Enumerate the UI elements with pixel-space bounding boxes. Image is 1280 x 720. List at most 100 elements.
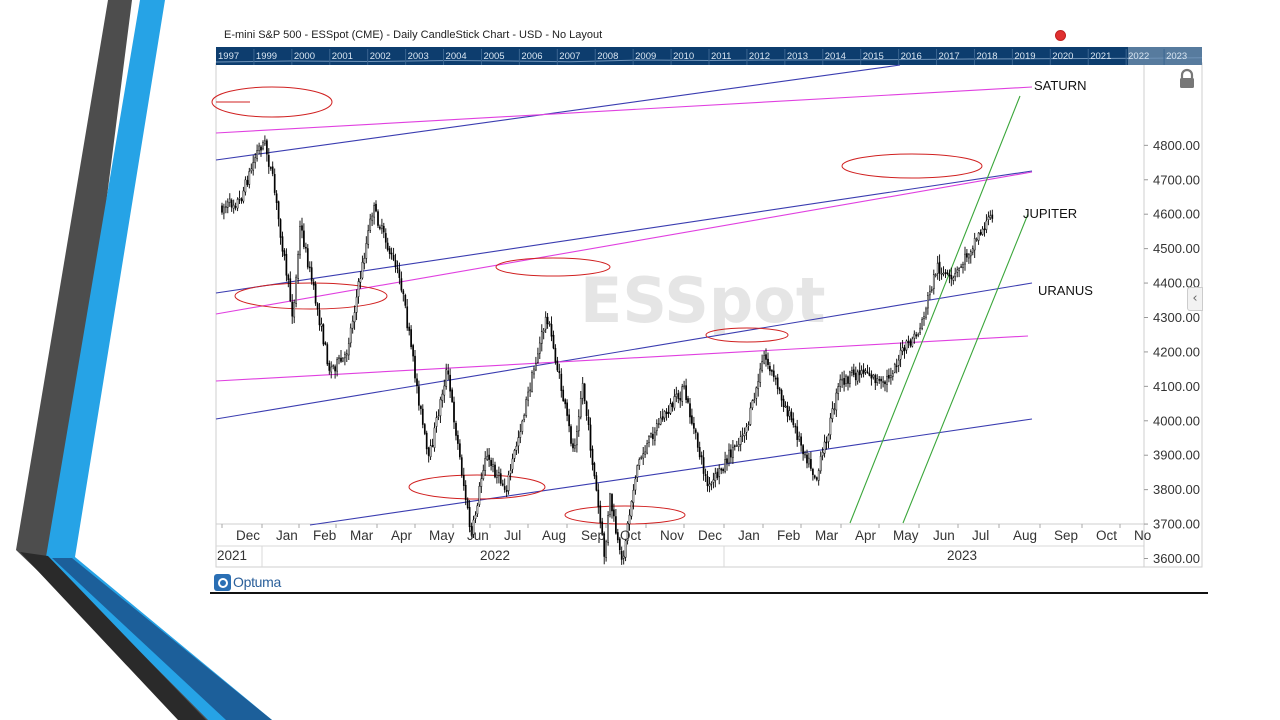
candle-body — [687, 398, 689, 403]
overview-year-label: 2004 — [446, 51, 467, 62]
candle-body — [507, 474, 510, 491]
candle-body — [942, 272, 945, 275]
candle-body — [277, 201, 280, 220]
candle-body — [636, 465, 639, 478]
candle-body — [470, 526, 473, 536]
highlight-ellipse — [211, 86, 333, 118]
candle-body — [228, 198, 231, 203]
candle-body — [747, 424, 750, 427]
candle-body — [556, 360, 559, 371]
candle-body — [971, 248, 974, 253]
overview-year-label: 1999 — [256, 51, 277, 62]
candle-body — [983, 228, 986, 231]
candle-body — [652, 433, 654, 440]
candle-body — [453, 401, 455, 423]
candle-body — [940, 273, 943, 275]
chevron-left-icon[interactable]: ‹ — [1187, 287, 1203, 311]
candle-body — [445, 369, 448, 387]
candle-body — [260, 146, 262, 151]
x-month-label: Jul — [504, 528, 521, 543]
candle-body — [907, 341, 910, 343]
candle-body — [856, 371, 859, 382]
candle-body — [540, 331, 543, 344]
candle-body — [324, 342, 327, 345]
candle-body — [693, 423, 695, 429]
candle-body — [361, 261, 364, 279]
candle-body — [728, 449, 730, 463]
candle-body — [447, 370, 450, 375]
candle-body — [821, 452, 824, 456]
candle-body — [839, 379, 842, 387]
candle-body — [790, 411, 793, 421]
candle-body — [739, 436, 742, 445]
annotations: SATURN JUPITER URANUS — [1023, 78, 1093, 298]
trendline — [849, 95, 1021, 524]
candle-body — [804, 453, 806, 456]
candle-body — [225, 206, 227, 208]
candle-body — [798, 435, 801, 440]
candle-body — [418, 386, 420, 406]
candle-body — [328, 362, 331, 371]
record-dot-icon[interactable] — [1055, 30, 1066, 41]
y-tick-label: 4800.00 — [1153, 138, 1200, 153]
candle-body — [476, 505, 479, 515]
candle-body — [899, 349, 902, 360]
x-month-label: Nov — [660, 528, 684, 543]
candle-body — [455, 422, 457, 436]
candle-body — [459, 443, 461, 458]
candle-body — [576, 431, 578, 446]
candle-body — [595, 475, 598, 491]
candle-body — [882, 381, 884, 383]
overview-year-label: 2018 — [976, 51, 997, 62]
candle-body — [677, 393, 680, 399]
trendline — [902, 213, 1029, 524]
candle-body — [665, 411, 668, 414]
candle-body — [794, 425, 797, 428]
candle-body — [299, 226, 301, 256]
candle-body — [843, 378, 845, 385]
candle-body — [810, 459, 812, 469]
candle-body — [825, 441, 828, 444]
overview-window[interactable] — [1128, 47, 1202, 65]
highlight-ellipse — [564, 505, 686, 525]
highlight-ellipse — [408, 474, 546, 500]
candle-body — [367, 230, 370, 245]
overview-year-label: 2021 — [1090, 51, 1111, 62]
candle-body — [429, 445, 432, 458]
candle-body — [435, 417, 438, 427]
y-tick-label: 4400.00 — [1153, 276, 1200, 291]
candle-body — [700, 455, 703, 458]
candle-body — [344, 353, 346, 359]
candle-body — [948, 273, 951, 277]
candle-body — [780, 390, 783, 401]
candle-body — [400, 278, 403, 291]
candle-body — [301, 225, 303, 231]
candle-body — [827, 434, 830, 442]
lock-icon[interactable] — [1176, 68, 1198, 90]
overview-year-label: 2017 — [939, 51, 960, 62]
candle-body — [616, 532, 619, 541]
overview-year-label: 2022 — [1128, 51, 1149, 62]
candle-body — [320, 323, 323, 327]
trendline — [215, 64, 901, 161]
candle-body — [316, 303, 319, 310]
candle-body — [973, 238, 976, 251]
candle-body — [462, 475, 465, 486]
candle-body — [581, 383, 584, 399]
chart-frame: E-mini S&P 500 - ESSpot (CME) - Daily Ca… — [210, 25, 1208, 595]
candle-body — [334, 366, 336, 372]
candle-body — [371, 215, 373, 221]
candle-body — [363, 258, 366, 264]
candle-body — [960, 266, 962, 268]
candle-body — [353, 312, 356, 323]
candle-body — [269, 167, 272, 169]
candle-body — [919, 327, 921, 334]
candle-body — [554, 347, 557, 363]
candle-body — [330, 366, 333, 373]
candle-body — [570, 426, 572, 444]
candle-body — [306, 248, 309, 268]
y-tick-label: 3900.00 — [1153, 448, 1200, 463]
candle-body — [702, 457, 705, 474]
candle-body — [854, 372, 857, 381]
candle-body — [987, 216, 990, 221]
